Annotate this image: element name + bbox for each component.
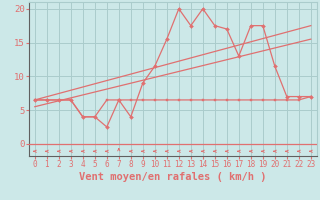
X-axis label: Vent moyen/en rafales ( km/h ): Vent moyen/en rafales ( km/h ): [79, 172, 267, 182]
